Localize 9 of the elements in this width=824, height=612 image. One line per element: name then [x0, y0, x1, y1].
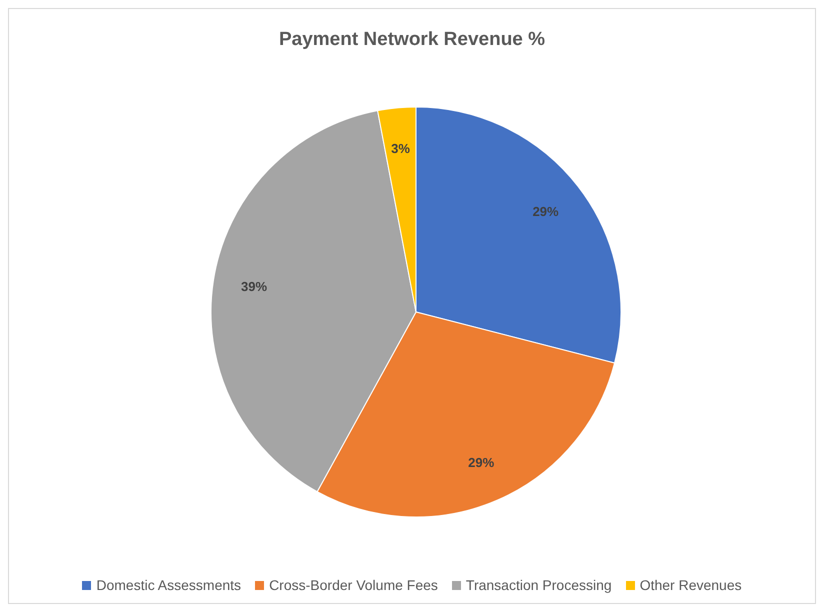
legend-label: Cross-Border Volume Fees: [269, 577, 438, 593]
legend-label: Transaction Processing: [466, 577, 612, 593]
chart-title: Payment Network Revenue %: [278, 29, 546, 51]
data-label: 29%: [468, 455, 495, 470]
data-label: 3%: [391, 141, 410, 156]
data-label: 39%: [241, 278, 268, 294]
legend-label: Other Revenues: [640, 577, 742, 593]
legend-label: Domestic Assessments: [96, 577, 242, 593]
data-label: 29%: [532, 204, 560, 219]
